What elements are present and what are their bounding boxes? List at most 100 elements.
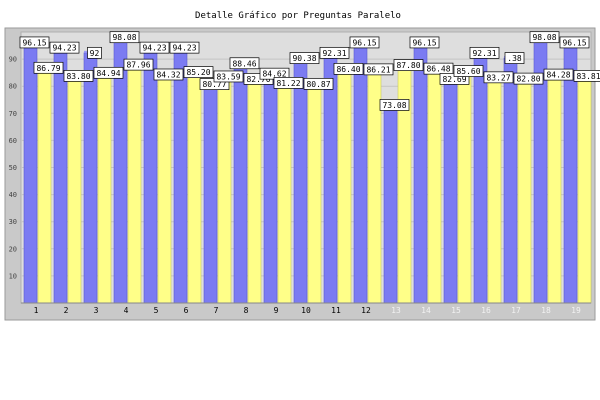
- data-label-box: [559, 36, 590, 49]
- bar: [23, 42, 38, 304]
- data-label: 92: [90, 49, 100, 58]
- chart-title: Detalle Gráfico por Preguntas Paralelo: [195, 11, 401, 21]
- x-tick-label: 7: [214, 306, 219, 315]
- bar: [143, 47, 158, 304]
- x-tick-label: 10: [301, 306, 311, 315]
- data-label-box: [543, 68, 574, 81]
- data-label: 83.80: [66, 72, 90, 81]
- data-label: 84.94: [96, 69, 120, 78]
- data-label: 94.23: [52, 44, 76, 53]
- data-label: 83.59: [216, 72, 240, 81]
- data-label: 98.08: [532, 33, 556, 42]
- y-tick-label: 10: [9, 272, 17, 280]
- data-label-box: [469, 46, 500, 59]
- data-label-box: [423, 62, 454, 75]
- x-tick-label: 5: [154, 306, 159, 315]
- x-tick-label: 19: [571, 306, 581, 315]
- data-label-box: [87, 46, 102, 59]
- data-label-box: [333, 63, 364, 75]
- data-label: 85.20: [186, 68, 210, 77]
- data-label: 83.27: [486, 73, 510, 82]
- bar: [547, 74, 562, 304]
- x-tick-label: 11: [331, 306, 341, 315]
- bar: [307, 83, 322, 304]
- y-tick-label: 60: [9, 137, 17, 145]
- data-label-box: [19, 36, 50, 49]
- x-tick-label: 15: [451, 306, 461, 315]
- data-label: 84.28: [546, 71, 570, 80]
- bar: [157, 74, 172, 304]
- data-label-box: [139, 41, 170, 54]
- y-tick-label: 80: [9, 83, 17, 91]
- x-tick-label: 3: [94, 306, 99, 315]
- bar: [323, 52, 338, 304]
- data-label-box: [183, 66, 214, 78]
- y-tick-label: 50: [9, 164, 17, 172]
- bar: [503, 57, 518, 304]
- data-label: 96.15: [22, 38, 46, 47]
- x-tick-label: 8: [244, 306, 249, 315]
- data-label-box: [33, 61, 64, 74]
- data-label: 84.32: [156, 70, 180, 79]
- data-label: 80.77: [202, 80, 226, 89]
- bar: [577, 75, 592, 304]
- data-labels: 96.15 86.79 94.23 83.80 92 84.94 98.08 87.96 94.…: [19, 31, 600, 111]
- data-label-box: [513, 72, 544, 85]
- data-label-box: [504, 52, 525, 64]
- data-label: 81.22: [276, 79, 300, 88]
- x-tick-label: 12: [361, 306, 371, 315]
- data-label: .38: [507, 54, 522, 63]
- bar: [427, 68, 442, 304]
- data-label-box: [393, 59, 424, 71]
- data-label: 80.87: [306, 80, 330, 89]
- x-tick-label: 18: [541, 306, 551, 315]
- data-label: 92.31: [322, 49, 346, 58]
- x-tick-label: 14: [421, 306, 431, 315]
- bar: [217, 76, 232, 304]
- data-label: 98.08: [112, 33, 136, 42]
- data-label-box: [363, 63, 394, 76]
- data-label: 87.80: [396, 61, 420, 70]
- bar: [247, 78, 262, 304]
- x-tick-label: 9: [274, 306, 279, 315]
- x-tick-label: 16: [481, 306, 491, 315]
- bar: [37, 67, 52, 304]
- y-tick-label: 90: [9, 56, 17, 64]
- x-tick-label: 1: [34, 306, 39, 315]
- y-tick-label: 20: [9, 245, 17, 253]
- data-label-box: [273, 77, 304, 89]
- bar: [337, 68, 352, 304]
- bar: [367, 69, 382, 304]
- bar: [487, 77, 502, 304]
- bar: [353, 42, 368, 304]
- data-label-box: [409, 36, 440, 49]
- data-label: 86.48: [426, 65, 450, 74]
- data-label-box: [573, 70, 600, 82]
- bar: [457, 70, 472, 304]
- data-label-box: [63, 70, 94, 82]
- data-label-box: [379, 99, 410, 111]
- bar: [83, 52, 98, 304]
- y-tick-label: 40: [9, 191, 17, 199]
- y-tick-label: 30: [9, 218, 17, 226]
- data-label: 86.21: [366, 65, 390, 74]
- data-label: 73.08: [382, 101, 406, 110]
- data-label-box: [213, 70, 244, 83]
- x-tick-label: 13: [391, 306, 401, 315]
- data-label: 88.46: [232, 59, 256, 68]
- y-tick-label: 70: [9, 110, 17, 118]
- data-label: 87.96: [126, 61, 150, 70]
- data-label: 83.81: [576, 72, 600, 81]
- data-label: 96.15: [412, 38, 436, 47]
- data-label-box: [93, 66, 124, 79]
- data-label: 96.15: [352, 38, 376, 47]
- data-label-box: [303, 77, 334, 90]
- x-tick-label: 17: [511, 306, 521, 315]
- bar: [263, 73, 278, 304]
- bar: [443, 78, 458, 304]
- data-label: 86.79: [36, 64, 60, 73]
- bar: [277, 82, 292, 304]
- data-label-box: [349, 36, 380, 49]
